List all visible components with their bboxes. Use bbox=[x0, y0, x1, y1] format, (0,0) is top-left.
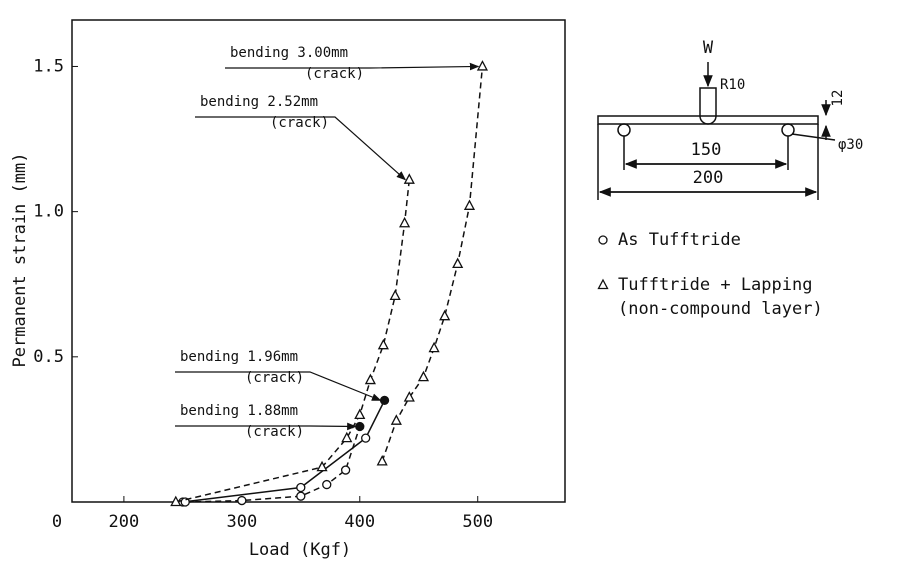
specimen-label: φ30 bbox=[838, 137, 863, 153]
data-point bbox=[170, 495, 182, 507]
annotation: bending 1.88mm bbox=[180, 403, 298, 419]
data-point bbox=[428, 341, 440, 353]
specimen-label: 200 bbox=[693, 168, 724, 188]
data-point bbox=[296, 482, 306, 493]
legend-marker bbox=[597, 278, 609, 290]
annotation-note: (crack) bbox=[305, 66, 364, 82]
data-point bbox=[341, 431, 353, 443]
annotation-note: (crack) bbox=[245, 370, 304, 386]
annotation: bending 3.00mm bbox=[230, 45, 348, 61]
y-tick-label: 0.5 bbox=[33, 347, 64, 367]
annotation-arrow bbox=[175, 371, 382, 401]
roller bbox=[617, 123, 631, 137]
annotation-note: (crack) bbox=[270, 115, 329, 131]
series-line bbox=[175, 179, 411, 503]
y-tick-label: 1.5 bbox=[33, 56, 64, 76]
data-point bbox=[403, 173, 415, 184]
data-point bbox=[476, 60, 489, 71]
data-point bbox=[364, 373, 376, 385]
data-point bbox=[417, 370, 430, 382]
data-point bbox=[316, 460, 328, 472]
data-point bbox=[355, 421, 365, 432]
x-axis-label: Load (Kgf) bbox=[249, 540, 351, 560]
data-point bbox=[361, 433, 371, 443]
data-point bbox=[379, 395, 390, 406]
data-point bbox=[376, 454, 388, 466]
data-point bbox=[237, 495, 247, 506]
leader bbox=[791, 133, 836, 141]
data-point bbox=[399, 216, 411, 228]
annotation-arrow bbox=[195, 116, 407, 181]
data-point bbox=[463, 199, 476, 210]
annotation-arrow bbox=[175, 422, 357, 431]
series-line bbox=[185, 426, 361, 503]
series-line bbox=[182, 400, 386, 503]
annotation: bending 1.96mm bbox=[180, 349, 298, 365]
specimen-label: 12 bbox=[830, 90, 846, 107]
specimen-label: R10 bbox=[720, 77, 745, 93]
y-tick-label: 1.0 bbox=[33, 202, 64, 222]
x-tick-label: 500 bbox=[462, 512, 493, 532]
annotation: bending 2.52mm bbox=[200, 94, 318, 110]
legend-label: Tufftride + Lapping bbox=[618, 275, 812, 295]
punch bbox=[699, 87, 717, 125]
specimen-label: 150 bbox=[691, 140, 722, 160]
legend-marker bbox=[598, 235, 608, 245]
data-point bbox=[403, 391, 415, 402]
x-tick-label: 300 bbox=[226, 512, 257, 532]
legend-label: (non-compound layer) bbox=[618, 299, 823, 319]
y-axis-label: Permanent strain (mm) bbox=[10, 153, 30, 368]
data-point bbox=[340, 465, 351, 475]
beam bbox=[597, 115, 819, 125]
data-point bbox=[354, 408, 366, 420]
x-tick-label: 400 bbox=[344, 512, 375, 532]
legend-label: As Tufftride bbox=[618, 230, 741, 250]
data-point bbox=[452, 257, 464, 269]
data-point bbox=[390, 414, 402, 425]
annotation-arrow bbox=[225, 62, 480, 71]
data-point bbox=[296, 491, 306, 501]
origin-label: 0 bbox=[52, 512, 62, 532]
specimen-label: W bbox=[703, 38, 714, 58]
data-point bbox=[322, 479, 332, 490]
x-tick-label: 200 bbox=[109, 512, 140, 532]
data-point bbox=[389, 289, 401, 300]
annotation-note: (crack) bbox=[245, 424, 304, 440]
data-point bbox=[377, 338, 389, 350]
data-point bbox=[439, 309, 451, 321]
plot-frame bbox=[71, 19, 566, 503]
series-line bbox=[381, 66, 484, 462]
specimen bbox=[597, 62, 836, 200]
